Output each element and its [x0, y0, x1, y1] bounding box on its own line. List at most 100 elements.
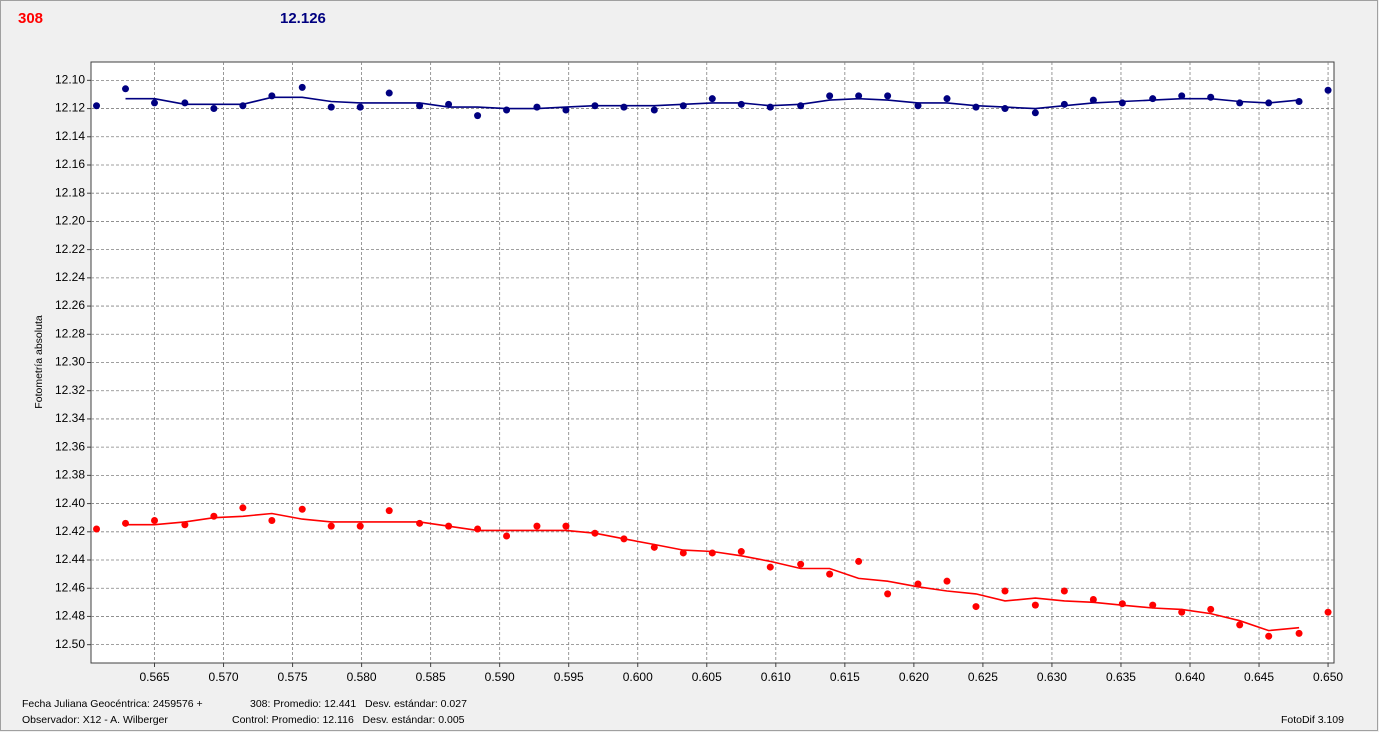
data-point [298, 505, 306, 513]
data-point [797, 102, 805, 110]
data-point [210, 512, 218, 520]
data-point [943, 577, 951, 585]
x-tick-label: 0.640 [1175, 670, 1205, 684]
trend-line [125, 96, 1300, 110]
x-tick-label: 0.580 [347, 670, 377, 684]
data-point [356, 103, 364, 111]
data-point [620, 103, 628, 111]
x-tick-label: 0.570 [209, 670, 239, 684]
data-point [268, 92, 276, 100]
x-tick-label: 0.600 [623, 670, 653, 684]
data-point [445, 100, 453, 108]
data-point [385, 89, 393, 97]
data-point [650, 106, 658, 114]
data-point [239, 102, 247, 110]
data-point [826, 570, 834, 578]
data-point [327, 103, 335, 111]
data-point [620, 535, 628, 543]
data-point [884, 92, 892, 100]
data-point [1089, 596, 1097, 604]
y-tick-label: 12.44 [55, 552, 85, 566]
y-tick-label: 12.22 [55, 242, 85, 256]
data-point [679, 549, 687, 557]
footer-note: Fecha Juliana Geocéntrica: 2459576 + [22, 698, 203, 710]
data-point [385, 507, 393, 515]
data-point [1001, 587, 1009, 595]
data-point [210, 105, 218, 113]
data-point [1001, 105, 1009, 113]
data-point [855, 92, 863, 100]
data-point [181, 521, 189, 529]
data-point [1178, 608, 1186, 616]
data-point [1265, 632, 1273, 640]
x-tick-label: 0.590 [485, 670, 515, 684]
data-point [1207, 93, 1215, 101]
y-tick-label: 12.18 [55, 185, 85, 199]
y-tick-label: 12.12 [55, 101, 85, 115]
data-point [122, 85, 130, 93]
data-point [503, 532, 511, 540]
data-point [766, 103, 774, 111]
data-point [591, 102, 599, 110]
y-tick-label: 12.38 [55, 468, 85, 482]
y-tick-label: 12.42 [55, 524, 85, 538]
data-point [93, 102, 101, 110]
data-point [474, 525, 482, 533]
data-point [416, 519, 424, 527]
data-point [1149, 95, 1157, 103]
data-point [1089, 96, 1097, 104]
data-point [1324, 86, 1332, 94]
x-tick-label: 0.565 [139, 670, 169, 684]
data-point [914, 102, 922, 110]
y-tick-label: 12.30 [55, 355, 85, 369]
data-point [445, 522, 453, 530]
data-point [1265, 99, 1273, 107]
data-point [1031, 109, 1039, 117]
y-tick-label: 12.50 [55, 637, 85, 651]
data-point [327, 522, 335, 530]
x-tick-label: 0.575 [278, 670, 308, 684]
data-point [884, 590, 892, 598]
data-point [416, 102, 424, 110]
y-tick-label: 12.10 [55, 73, 85, 87]
x-tick-label: 0.630 [1037, 670, 1067, 684]
data-point [1060, 100, 1068, 108]
data-point [1031, 601, 1039, 609]
data-point [503, 106, 511, 114]
data-point [1236, 99, 1244, 107]
x-tick-label: 0.635 [1106, 670, 1136, 684]
data-point [239, 504, 247, 512]
data-point [181, 99, 189, 107]
data-point [533, 522, 541, 530]
x-tick-label: 0.605 [692, 670, 722, 684]
y-axis-label: Fotometría absoluta [33, 315, 45, 409]
data-point [943, 95, 951, 103]
footer-note: Observador: X12 - A. Wilberger [22, 714, 168, 726]
data-point [1295, 98, 1303, 106]
y-tick-label: 12.24 [55, 270, 85, 284]
data-point [1324, 608, 1332, 616]
data-point [356, 522, 364, 530]
data-point [826, 92, 834, 100]
data-point [298, 83, 306, 91]
data-point [1295, 629, 1303, 637]
x-tick-label: 0.585 [416, 670, 446, 684]
y-tick-label: 12.40 [55, 496, 85, 510]
data-point [737, 548, 745, 556]
data-point [474, 112, 482, 120]
data-point [1060, 587, 1068, 595]
x-tick-label: 0.650 [1313, 670, 1343, 684]
data-point [737, 100, 745, 108]
y-tick-label: 12.14 [55, 129, 85, 143]
data-point [914, 580, 922, 588]
data-point [533, 103, 541, 111]
data-point [562, 106, 570, 114]
y-tick-label: 12.46 [55, 580, 85, 594]
y-tick-label: 12.32 [55, 383, 85, 397]
y-tick-label: 12.16 [55, 157, 85, 171]
y-tick-label: 12.20 [55, 214, 85, 228]
data-point [1207, 605, 1215, 613]
y-tick-label: 12.28 [55, 326, 85, 340]
data-point [855, 557, 863, 565]
